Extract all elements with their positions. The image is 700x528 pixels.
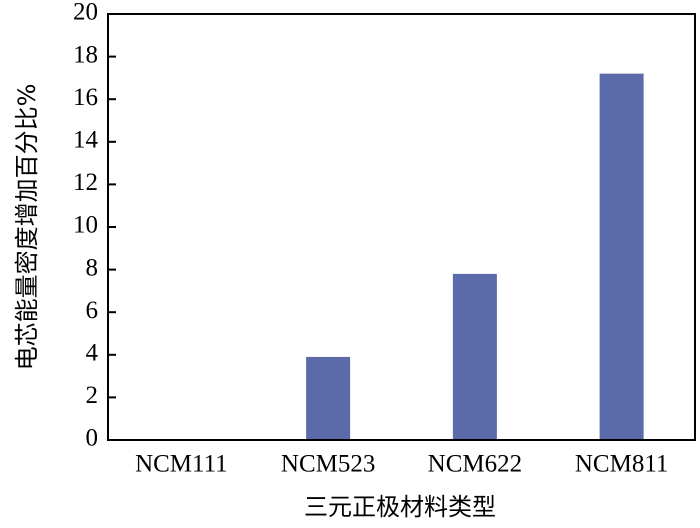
x-axis-label: 三元正极材料类型 bbox=[304, 493, 496, 521]
bar bbox=[306, 356, 351, 440]
y-tick-label: 20 bbox=[73, 0, 98, 26]
x-tick-label: NCM811 bbox=[575, 451, 669, 478]
x-tick-label: NCM111 bbox=[135, 451, 228, 478]
bar bbox=[452, 273, 497, 440]
plot-frame bbox=[107, 13, 696, 441]
bar bbox=[599, 73, 644, 440]
y-tick-label: 14 bbox=[73, 127, 99, 154]
x-tick-label: NCM622 bbox=[428, 451, 522, 478]
y-tick-label: 6 bbox=[86, 297, 99, 324]
y-axis-label: 电芯能量密度增加百分比% bbox=[13, 84, 41, 371]
y-tick-label: 18 bbox=[73, 41, 98, 68]
y-tick-label: 16 bbox=[73, 84, 98, 111]
y-tick-label: 0 bbox=[86, 425, 99, 452]
y-tick-label: 4 bbox=[86, 340, 99, 367]
y-tick-label: 2 bbox=[86, 382, 99, 409]
y-tick-label: 10 bbox=[73, 212, 98, 239]
y-tick-label: 12 bbox=[73, 169, 98, 196]
y-tick-label: 8 bbox=[86, 254, 99, 281]
x-tick-label: NCM523 bbox=[281, 451, 375, 478]
